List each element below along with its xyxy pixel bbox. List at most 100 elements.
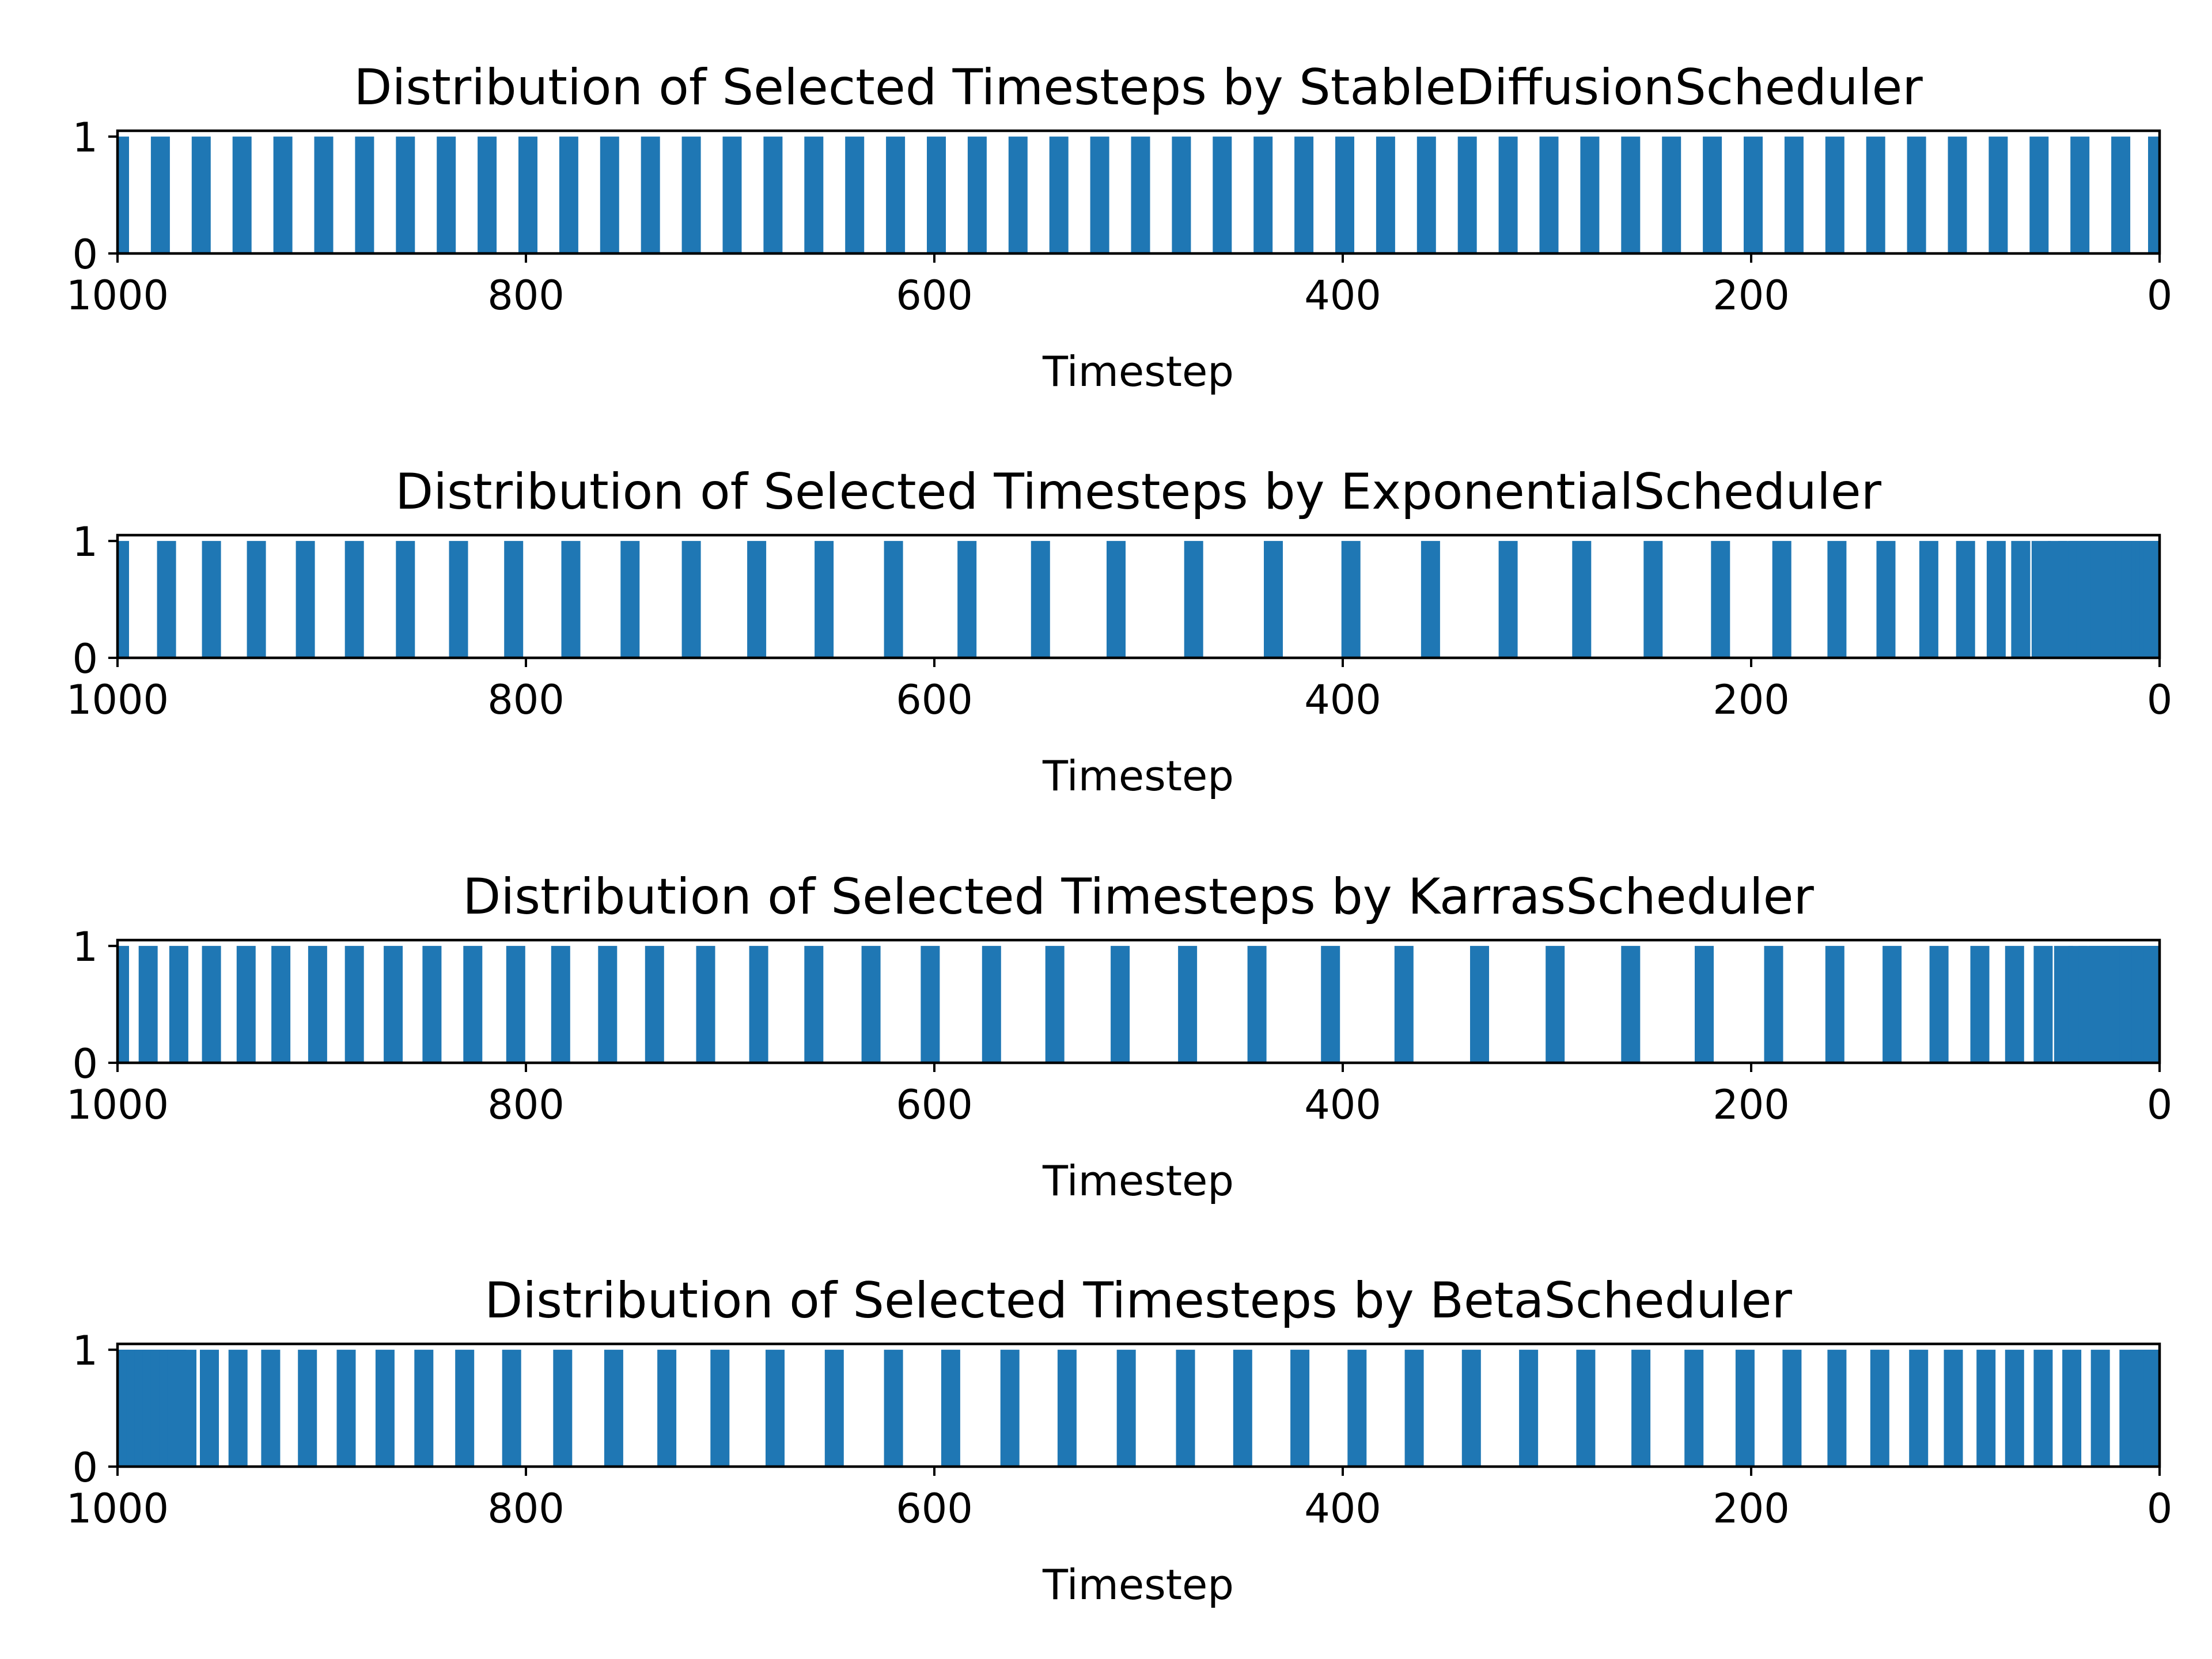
bar-timestep-579 xyxy=(967,137,987,253)
bar-timestep-859 xyxy=(396,137,415,253)
bar-timestep-339 xyxy=(1457,137,1477,253)
bar-timestep-859 xyxy=(396,541,415,658)
bar-timestep-548 xyxy=(1031,541,1050,658)
bar-timestep-899 xyxy=(314,137,334,253)
bar-timestep-118 xyxy=(1909,1350,1929,1467)
bar-timestep-439 xyxy=(1253,137,1273,253)
bar-timestep-719 xyxy=(681,541,701,658)
y-tick-label: 0 xyxy=(72,231,98,278)
bar-timestep-619 xyxy=(886,137,906,253)
bar-timestep-476 xyxy=(1178,946,1198,1063)
bar-timestep-43 xyxy=(2062,1350,2082,1467)
bar-timestep-337 xyxy=(1461,1350,1481,1467)
bar-timestep-283 xyxy=(1572,541,1592,658)
bar-timestep-189 xyxy=(1764,946,1783,1063)
bar-timestep-686 xyxy=(749,946,768,1063)
x-tick-label: 1000 xyxy=(66,676,169,724)
bar-timestep-95 xyxy=(1956,541,1975,658)
bar-timestep-920 xyxy=(271,946,291,1063)
bar-timestep-807 xyxy=(502,1350,521,1467)
y-tick-label: 0 xyxy=(72,635,98,683)
chart-panel-1: 1000 800 600 400 200 0 0 1 Distribution of Selec… xyxy=(66,59,2172,396)
bar-timestep-631 xyxy=(861,946,881,1063)
bar-timestep-985 xyxy=(138,946,158,1063)
bar-timestep-506 xyxy=(1116,1350,1136,1467)
y-tick-label: 1 xyxy=(72,923,98,971)
y-tick-label: 1 xyxy=(72,1327,98,1374)
chart-title: Distribution of Selected Timesteps by St… xyxy=(354,59,1923,116)
bar-timestep-57 xyxy=(2033,1350,2053,1467)
bar-timestep-19 xyxy=(2111,137,2131,253)
bar-timestep-846 xyxy=(422,946,442,1063)
bar-timestep-955 xyxy=(200,1350,219,1467)
bar-timestep-719 xyxy=(681,137,701,253)
x-tick-label: 400 xyxy=(1304,272,1381,319)
bar-timestep-239 xyxy=(1662,137,1681,253)
chart-panel-3: 1000 800 600 400 200 0 0 1 Distribution of Selec… xyxy=(66,868,2172,1205)
bar-timestep-1 xyxy=(2148,541,2160,658)
bar-timestep-737 xyxy=(645,946,664,1063)
x-tick-label: 1000 xyxy=(66,272,169,319)
bar-timestep-71 xyxy=(2005,946,2024,1063)
bar-timestep-563 xyxy=(1000,1350,1020,1467)
bar-timestep-712 xyxy=(696,946,715,1063)
x-tick-label: 400 xyxy=(1304,1485,1381,1532)
bar-timestep-281 xyxy=(1576,1350,1596,1467)
bar-timestep-519 xyxy=(1090,137,1109,253)
axes-frame xyxy=(116,129,2161,255)
bar-timestep-902 xyxy=(308,946,327,1063)
bar-timestep-778 xyxy=(561,541,581,658)
bar-timestep-620 xyxy=(884,1350,903,1467)
chart-title: Distribution of Selected Timesteps by Ex… xyxy=(395,463,1882,521)
y-tick-label: 1 xyxy=(72,114,98,161)
bar-timestep-908 xyxy=(296,541,315,658)
bar-timestep-39 xyxy=(2070,137,2090,253)
x-tick-label: 600 xyxy=(896,1485,973,1532)
bar-timestep-779 xyxy=(559,137,578,253)
x-tick-label: 600 xyxy=(896,1081,973,1128)
bar-timestep-158 xyxy=(1827,1350,1847,1467)
bar-timestep-659 xyxy=(804,137,824,253)
bar-timestep-757 xyxy=(604,1350,623,1467)
bar-timestep-58 xyxy=(2031,541,2051,658)
bar-timestep-925 xyxy=(261,1350,281,1467)
bar-timestep-833 xyxy=(449,541,468,658)
bar-timestep-203 xyxy=(1735,1350,1755,1467)
bar-timestep-442 xyxy=(1247,946,1267,1063)
bar-timestep-57 xyxy=(2033,946,2053,1063)
bar-timestep-259 xyxy=(1621,137,1641,253)
bar-timestep-473 xyxy=(1184,541,1203,658)
bar-timestep-907 xyxy=(298,1350,317,1467)
bar-timestep-541 xyxy=(1045,946,1065,1063)
bar-timestep-101 xyxy=(1944,1350,1963,1467)
bar-timestep-731 xyxy=(657,1350,677,1467)
y-tick-label: 1 xyxy=(72,518,98,566)
x-tick-label: 200 xyxy=(1713,1081,1790,1128)
bar-timestep-739 xyxy=(641,137,660,253)
x-tick-label: 400 xyxy=(1304,1081,1381,1128)
bar-timestep-393 xyxy=(1347,1350,1367,1467)
bar-timestep-223 xyxy=(1695,946,1714,1063)
chart-title: Distribution of Selected Timesteps by Ka… xyxy=(463,868,1814,926)
x-tick-label: 200 xyxy=(1713,676,1790,724)
bar-timestep-999 xyxy=(118,137,129,253)
bar-timestep-299 xyxy=(1539,137,1559,253)
bar-timestep-359 xyxy=(1416,137,1436,253)
bar-timestep-865 xyxy=(384,946,403,1063)
bar-timestep-659 xyxy=(804,946,824,1063)
chart-title: Distribution of Selected Timesteps by Be… xyxy=(484,1272,1792,1330)
bar-timestep-539 xyxy=(1049,137,1069,253)
bar-timestep-1 xyxy=(2148,1350,2160,1467)
bar-timestep-319 xyxy=(1498,137,1518,253)
bar-timestep-954 xyxy=(202,946,221,1063)
bar-timestep-228 xyxy=(1684,1350,1704,1467)
bar-timestep-941 xyxy=(228,1350,248,1467)
bar-timestep-71 xyxy=(2005,1350,2024,1467)
bar-timestep-406 xyxy=(1321,946,1340,1063)
bar-timestep-79 xyxy=(1988,137,2008,253)
bar-timestep-699 xyxy=(722,137,742,253)
bar-timestep-259 xyxy=(1621,946,1641,1063)
bar-timestep-131 xyxy=(1883,946,1902,1063)
x-tick-label: 200 xyxy=(1713,1485,1790,1532)
bar-timestep-959 xyxy=(191,137,211,253)
